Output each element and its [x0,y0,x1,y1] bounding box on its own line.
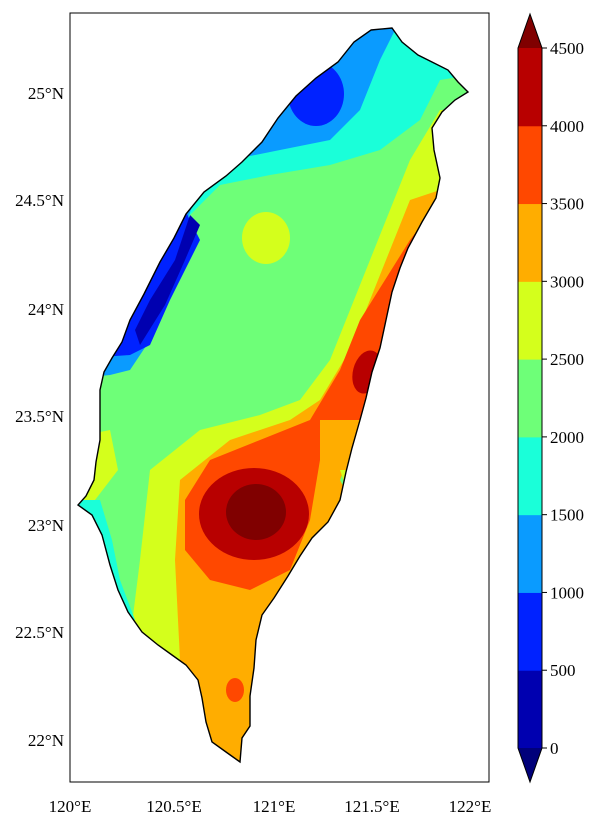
colorbar-tick-label: 2500 [550,350,584,369]
y-tick-22: 22°N [28,731,64,750]
colorbar-segment [518,48,542,127]
band-over-4500 [226,484,286,540]
band-500-1000-north [288,62,344,126]
colorbar-tick-label: 0 [550,739,559,758]
y-tick-25: 25°N [28,84,64,103]
colorbar-tick-label: 4500 [550,39,584,58]
colorbar-tick-label: 2000 [550,428,584,447]
y-tick-23.5: 23.5°N [15,407,64,426]
colorbar-tick-label: 500 [550,661,576,680]
x-tick-121.5: 121.5°E [344,797,399,816]
colorbar-tick-label: 3500 [550,195,584,214]
colorbar-segment [518,514,542,593]
y-tick-23: 23°N [28,516,64,535]
map-frame [69,12,490,783]
y-tick-24: 24°N [28,300,64,319]
colorbar-tick-label: 1500 [550,506,584,525]
colorbar-segment [518,436,542,516]
colorbar-segment [518,359,542,438]
colorbar-segment [518,281,542,360]
colorbar-tick-label: 1000 [550,583,584,602]
elevation-contours [78,28,468,762]
x-tick-120: 120°E [49,797,92,816]
band-2500-3000-highland [242,212,290,264]
x-tick-122: 122°E [449,797,492,816]
colorbar-tick-label: 4000 [550,117,584,136]
x-axis: 120°E 120.5°E 121°E 121.5°E 122°E [49,797,492,816]
coastline [76,27,470,764]
colorbar-segment [518,592,542,671]
colorbar-segment [518,125,542,205]
y-tick-22.5: 22.5°N [15,623,64,642]
x-tick-121: 121°E [253,797,296,816]
colorbar-segment [518,203,542,282]
x-tick-120.5: 120.5°E [146,797,201,816]
y-tick-24.5: 24.5°N [15,191,64,210]
colorbar-segment [518,670,542,749]
y-axis: 25°N 24.5°N 24°N 23.5°N 23°N 22.5°N 22°N [15,84,64,750]
colorbar-under-arrow [518,748,542,782]
band-0-500 [135,215,200,345]
colorbar-tick-label: 3000 [550,272,584,291]
colorbar-over-arrow [518,14,542,48]
colorbar: 0 500 1000 1500 2000 2500 3000 3500 4000 4500 [517,12,584,784]
